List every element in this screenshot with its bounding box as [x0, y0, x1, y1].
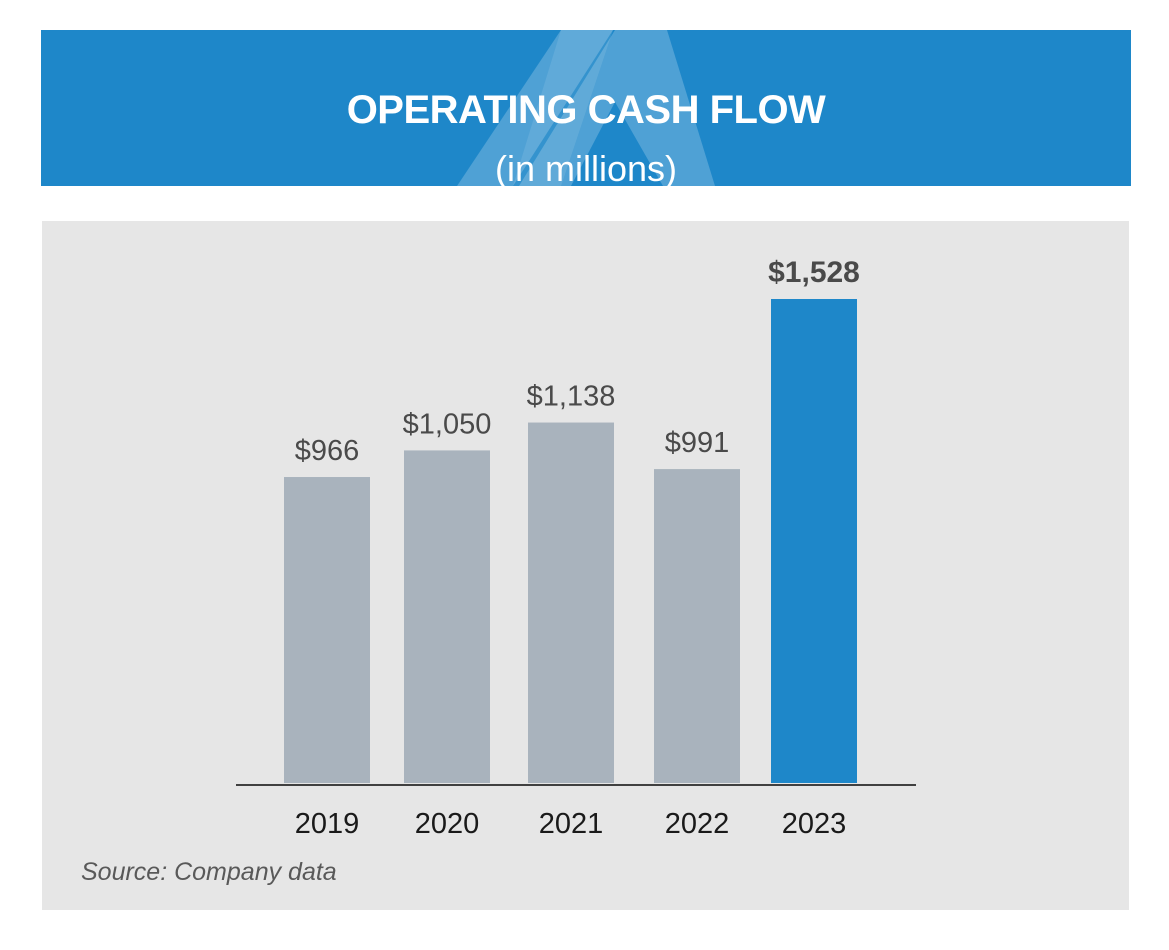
- company-logo-watermark: [457, 30, 715, 186]
- source-note: Source: Company data: [81, 858, 337, 886]
- value-label-2021: $1,138: [527, 381, 616, 413]
- value-label-2019: $966: [295, 435, 360, 467]
- category-label-2020: 2020: [415, 808, 480, 840]
- category-label-2022: 2022: [665, 808, 730, 840]
- bar-2020: [404, 450, 490, 783]
- category-label-2023: 2023: [782, 808, 847, 840]
- category-label-2021: 2021: [539, 808, 604, 840]
- chart-header: OPERATING CASH FLOW (in millions): [41, 30, 1131, 186]
- chart-subtitle: (in millions): [494, 148, 678, 186]
- bar-2023: [771, 299, 857, 783]
- value-label-2022: $991: [665, 427, 730, 459]
- value-label-2023: $1,528: [768, 256, 860, 289]
- bar-2019: [284, 477, 370, 783]
- bar-2021: [528, 422, 614, 783]
- chart-title: OPERATING CASH FLOW: [346, 88, 826, 132]
- bar-2022: [654, 469, 740, 783]
- value-label-2020: $1,050: [403, 408, 492, 440]
- category-label-2019: 2019: [295, 808, 360, 840]
